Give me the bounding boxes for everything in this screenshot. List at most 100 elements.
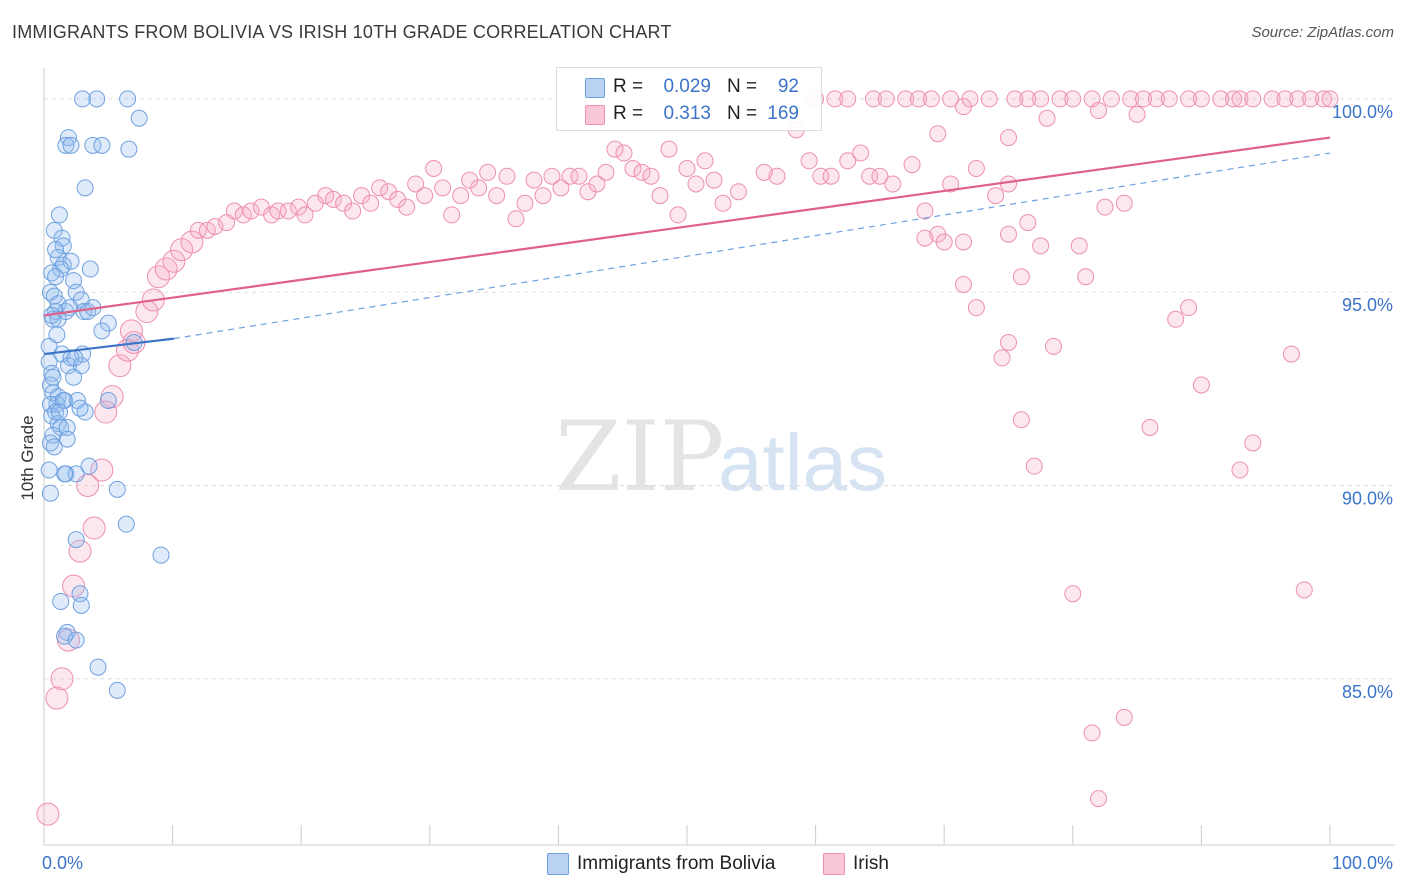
y-tick-label: 100.0% (1332, 102, 1393, 122)
irish-point (443, 206, 461, 224)
bolivia-point (65, 368, 83, 386)
bolivia-point (99, 391, 117, 409)
y-tick-label: 85.0% (1342, 682, 1393, 702)
correlation-legend: R = 0.029 N = 92 R = 0.313 N = 169 (556, 67, 822, 131)
irish-point (242, 202, 260, 220)
irish-point (877, 90, 895, 108)
irish-point (1289, 90, 1307, 108)
legend-r-label: R = (613, 103, 644, 124)
irish-trendline (43, 136, 1331, 317)
irish-point (678, 160, 696, 178)
irish-point (1019, 90, 1037, 108)
irish-point (1192, 376, 1210, 394)
irish-point (884, 175, 902, 193)
irish-point (1180, 299, 1198, 317)
x-tick-label: 100.0% (1332, 853, 1393, 873)
irish-point (1000, 225, 1017, 243)
bolivia-point (72, 596, 90, 614)
bolivia-point (41, 484, 59, 502)
bolivia-point (50, 206, 68, 224)
irish-point (615, 144, 633, 162)
irish-point (687, 175, 705, 193)
irish-point (434, 179, 452, 197)
bolivia-point (48, 326, 66, 344)
irish-point (1064, 90, 1082, 108)
bolivia-point (58, 430, 76, 448)
bolivia-point (93, 322, 111, 340)
bolivia-point (88, 90, 106, 108)
irish-point (980, 90, 998, 108)
bolivia-point (80, 457, 98, 475)
bolivia-point (62, 136, 80, 154)
irish-point (1012, 268, 1030, 286)
irish-point (45, 686, 69, 710)
irish-point (1051, 90, 1069, 108)
irish-point (812, 167, 830, 185)
source-label: Source: ZipAtlas.com (1251, 24, 1394, 41)
irish-point (1090, 102, 1108, 120)
irish-point (642, 167, 660, 185)
irish-point (371, 179, 389, 197)
irish-point (1147, 90, 1165, 108)
bolivia-trend-extension (173, 152, 1331, 340)
legend-swatch-irish (585, 105, 605, 125)
bolivia-point (152, 546, 170, 564)
irish-point (507, 210, 525, 228)
legend-swatch-bolivia (547, 853, 569, 875)
irish-point (1244, 90, 1262, 108)
irish-point (1115, 708, 1133, 726)
irish-point (561, 167, 579, 185)
bolivia-point (84, 136, 102, 154)
bolivia-point (71, 399, 89, 417)
irish-point (552, 179, 570, 197)
irish-point (82, 516, 106, 540)
irish-point (488, 187, 506, 205)
legend-r-label: R = (613, 76, 644, 97)
irish-point (909, 90, 927, 108)
bolivia-point (120, 140, 138, 158)
irish-point (705, 171, 723, 189)
bolivia-trendline (43, 337, 175, 356)
irish-point (942, 175, 960, 193)
legend-row-bolivia: R = 0.029 N = 92 (557, 74, 821, 102)
irish-point (871, 167, 889, 185)
irish-point (416, 187, 434, 205)
bolivia-point (47, 241, 65, 259)
bolivia-point (89, 658, 107, 676)
irish-point (961, 90, 979, 108)
irish-point (897, 90, 915, 108)
irish-point (1180, 90, 1198, 108)
irish-point (1090, 790, 1108, 808)
irish-point (68, 539, 92, 563)
irish-point (588, 175, 606, 193)
irish-point (1000, 175, 1017, 193)
irish-point (942, 90, 960, 108)
legend-label-irish: Irish (853, 853, 889, 874)
irish-point (1019, 214, 1037, 232)
bolivia-point (56, 465, 74, 483)
y-axis-label: 10th Grade (18, 415, 37, 500)
legend-r-value: 0.029 (663, 76, 711, 97)
irish-point (1025, 457, 1043, 475)
series-bolivia (40, 90, 170, 699)
legend-r-value: 0.313 (663, 103, 711, 124)
zipatlas-watermark: ZIP atlas (555, 401, 887, 513)
irish-point (425, 160, 443, 178)
irish-point (317, 187, 335, 205)
irish-point (1263, 90, 1281, 108)
irish-point (162, 249, 186, 273)
irish-point (1212, 90, 1230, 108)
bolivia-point (66, 349, 84, 367)
irish-point (1077, 268, 1095, 286)
legend-n-label: N = (727, 76, 758, 97)
bolivia-point (50, 403, 68, 421)
bolivia-point (47, 268, 65, 286)
bolivia-point (119, 90, 137, 108)
irish-point (1128, 105, 1146, 123)
irish-point (225, 202, 243, 220)
irish-point (189, 221, 207, 239)
irish-point (597, 163, 615, 181)
axes (43, 68, 1395, 846)
irish-point (1135, 90, 1153, 108)
irish-point (50, 667, 74, 691)
